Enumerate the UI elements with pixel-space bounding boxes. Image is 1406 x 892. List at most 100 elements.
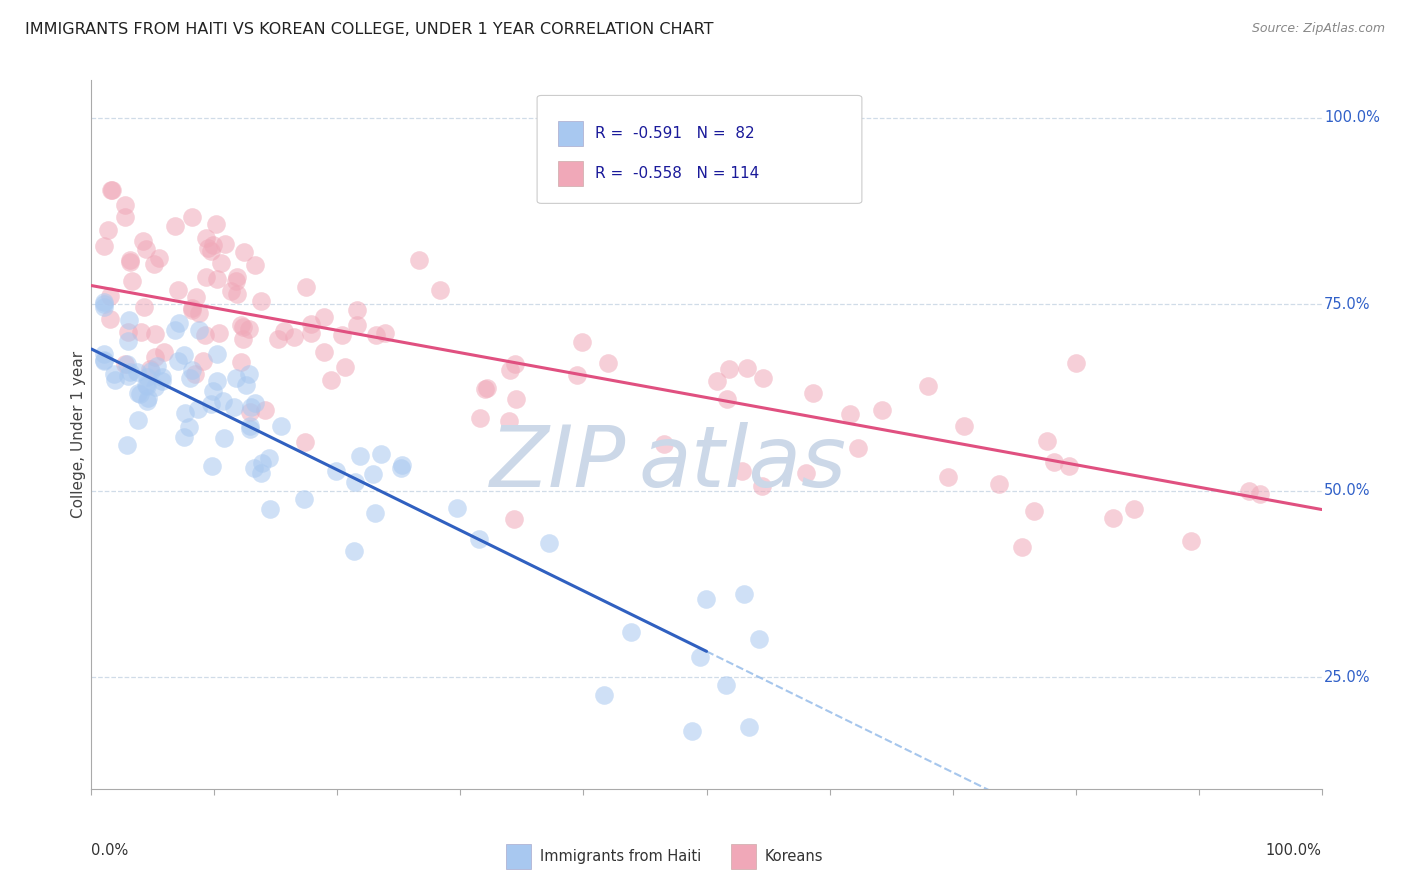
Point	[1237, 483, 1260, 498]
Point	[1249, 487, 1271, 501]
Point	[259, 451, 281, 466]
Point	[737, 720, 759, 734]
Point	[205, 217, 228, 231]
Point	[391, 458, 413, 473]
Point	[181, 303, 204, 318]
Point	[270, 419, 292, 434]
Point	[1043, 454, 1066, 468]
Point	[1024, 503, 1046, 517]
Point	[135, 378, 157, 392]
Point	[592, 689, 614, 703]
Point	[135, 377, 157, 392]
Point	[143, 327, 166, 342]
Point	[104, 373, 127, 387]
Point	[98, 288, 121, 302]
Point	[153, 345, 176, 359]
Point	[953, 419, 976, 434]
Point	[93, 300, 115, 314]
Point	[222, 401, 245, 415]
Point	[93, 297, 115, 311]
Point	[120, 366, 142, 380]
Point	[194, 328, 217, 343]
Point	[364, 506, 387, 520]
Point	[114, 211, 136, 225]
Point	[238, 367, 260, 381]
Point	[361, 467, 384, 481]
Point	[181, 211, 204, 225]
Point	[312, 310, 335, 324]
Point	[706, 374, 728, 388]
Point	[117, 369, 139, 384]
Point	[134, 300, 156, 314]
Point	[229, 318, 252, 333]
Point	[249, 466, 271, 480]
Point	[188, 324, 211, 338]
Point	[239, 405, 262, 419]
Point	[120, 255, 142, 269]
Point	[988, 477, 1011, 491]
Point	[141, 364, 163, 378]
Point	[689, 650, 711, 665]
Point	[249, 293, 271, 308]
Point	[1011, 541, 1033, 555]
Point	[716, 392, 738, 406]
Point	[202, 384, 225, 398]
Point	[267, 332, 290, 346]
Point	[346, 318, 368, 332]
Point	[167, 354, 190, 368]
Point	[243, 396, 266, 410]
Point	[129, 387, 152, 401]
Point	[200, 397, 222, 411]
Point	[187, 401, 209, 416]
Point	[136, 370, 159, 384]
Point	[273, 325, 295, 339]
Text: R =  -0.558   N = 114: R = -0.558 N = 114	[595, 167, 759, 181]
Point	[100, 183, 122, 197]
Point	[225, 287, 247, 301]
Point	[620, 624, 643, 639]
Text: 0.0%: 0.0%	[91, 843, 128, 857]
Point	[370, 447, 392, 461]
Point	[195, 231, 218, 245]
Point	[319, 373, 342, 387]
Point	[181, 301, 204, 315]
Point	[283, 330, 305, 344]
Point	[839, 407, 862, 421]
Point	[98, 311, 121, 326]
Point	[652, 436, 675, 450]
Point	[751, 478, 773, 492]
Point	[200, 244, 222, 258]
Point	[325, 464, 347, 478]
Point	[197, 241, 219, 255]
Point	[1122, 501, 1144, 516]
Text: 25.0%: 25.0%	[1324, 670, 1371, 685]
Point	[333, 359, 356, 374]
Point	[136, 393, 159, 408]
Point	[1180, 533, 1202, 548]
Point	[93, 353, 115, 368]
Point	[229, 355, 252, 369]
Point	[93, 239, 115, 253]
Point	[114, 198, 136, 212]
Point	[143, 380, 166, 394]
Text: ZIP: ZIP	[491, 422, 627, 505]
Point	[474, 382, 496, 396]
Point	[733, 587, 755, 601]
Point	[389, 460, 412, 475]
Point	[243, 461, 266, 475]
Point	[846, 441, 869, 455]
Point	[917, 379, 939, 393]
Point	[505, 357, 527, 371]
Point	[127, 385, 149, 400]
Point	[714, 678, 737, 692]
Point	[150, 374, 173, 388]
Point	[166, 283, 188, 297]
Point	[499, 362, 522, 376]
Point	[366, 327, 388, 342]
Point	[179, 371, 201, 385]
Point	[219, 284, 242, 298]
Point	[374, 326, 396, 340]
Point	[731, 464, 754, 478]
Point	[717, 361, 740, 376]
Point	[225, 274, 247, 288]
